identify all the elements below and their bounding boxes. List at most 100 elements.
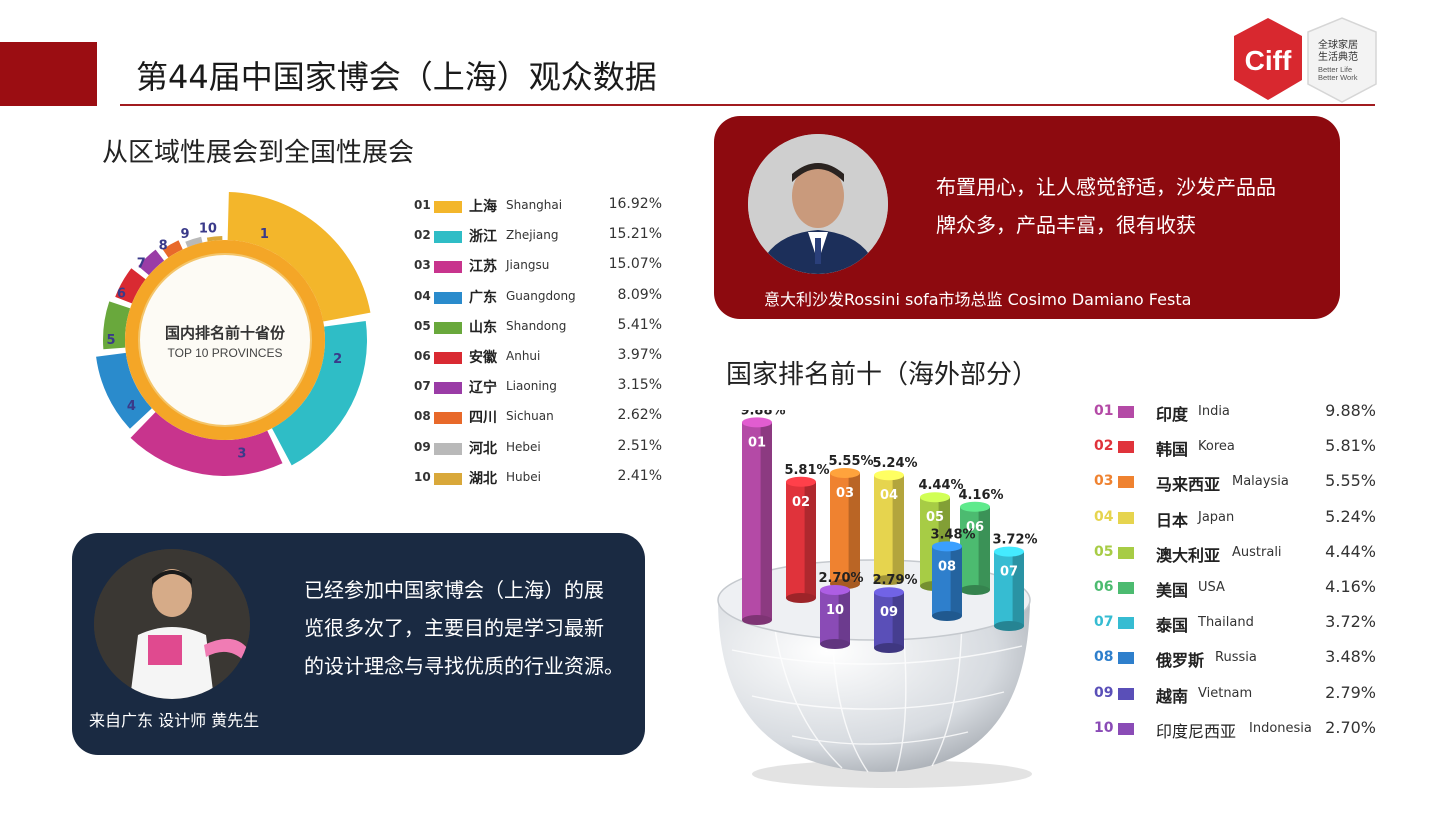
cylinder-value-label: 5.55% <box>828 454 873 469</box>
donut-slice-label-07: 7 <box>137 257 146 272</box>
province-legend-row-07: 07 辽宁 Liaoning 3.15% <box>414 377 674 399</box>
legend-label-en: Hubei <box>506 469 541 484</box>
person-avatar-icon <box>94 549 250 699</box>
quote-top-line-2: 牌众多，产品丰富，很有收获 <box>936 213 1196 237</box>
legend-label-zh: 上海 <box>469 199 497 215</box>
legend-rank: 09 <box>414 439 431 454</box>
legend-label-en: Hebei <box>506 439 541 454</box>
cylinder-rank-label: 09 <box>880 605 898 620</box>
legend-rank: 06 <box>1094 579 1114 595</box>
donut-slice-label-08: 8 <box>159 238 168 253</box>
province-legend-row-06: 06 安徽 Anhui 3.97% <box>414 347 674 369</box>
legend-rank: 04 <box>414 288 431 303</box>
legend-label-zh: 俄罗斯 <box>1156 651 1205 671</box>
logo-zh-1: 全球家居 <box>1318 38 1358 51</box>
legend-swatch <box>1118 617 1134 630</box>
quote-bottom-line-2: 览很多次了，主要目的是学习最新 <box>304 616 604 640</box>
cylinder-bars: 01 9.88% 02 5.81% 03 5.55% 04 5.24% 05 4.44% 06 4.1… <box>740 410 1038 653</box>
legend-value: 2.62% <box>617 407 662 424</box>
cylinder-top <box>742 417 772 428</box>
legend-label-zh: 安徽 <box>469 350 497 366</box>
country-legend-row-08: 08 俄罗斯 Russia 3.48% <box>1094 646 1384 670</box>
quote-card-visitor: 已经参加中国家博会（上海）的展 览很多次了，主要目的是学习最新 的设计理念与寻找… <box>72 533 645 755</box>
cylinder-top <box>994 546 1024 557</box>
cylinder-bar-08: 08 3.48% <box>930 527 976 621</box>
cylinder-shade <box>848 473 860 584</box>
legend-value: 4.44% <box>1325 541 1376 561</box>
legend-value: 3.15% <box>617 377 662 394</box>
donut-center-en: TOP 10 PROVINCES <box>168 346 283 360</box>
legend-value: 15.07% <box>608 256 662 273</box>
cylinder-rank-label: 02 <box>792 495 810 510</box>
province-legend-row-08: 08 四川 Sichuan 2.62% <box>414 407 674 429</box>
donut-slice-04 <box>96 352 152 429</box>
cylinder-shade <box>892 475 904 580</box>
person-avatar-icon <box>748 134 888 274</box>
legend-label-zh: 韩国 <box>1156 440 1189 460</box>
cylinder-value-label: 5.81% <box>784 463 829 478</box>
legend-swatch <box>1118 511 1134 524</box>
legend-swatch <box>1118 546 1134 559</box>
legend-label-en: Russia <box>1215 650 1257 666</box>
quote-bottom-line-1: 已经参加中国家博会（上海）的展 <box>304 578 604 602</box>
legend-label-zh: 美国 <box>1156 581 1189 600</box>
legend-swatch <box>1118 722 1134 735</box>
legend-label-en: Thailand <box>1198 615 1254 631</box>
donut-slice-07 <box>138 249 165 276</box>
logo-en-1: Better Life <box>1318 65 1352 74</box>
legend-swatch <box>1118 687 1134 700</box>
legend-label-en: Indonesia <box>1249 720 1312 736</box>
legend-swatch <box>434 321 462 334</box>
legend-swatch <box>434 382 462 395</box>
legend-swatch <box>434 291 462 304</box>
cylinder-rank-label: 01 <box>748 435 766 450</box>
cylinder-value-label: 4.44% <box>918 478 963 493</box>
legend-label-en: Zhejiang <box>506 228 559 243</box>
logo-zh-2: 生活典范 <box>1318 50 1358 63</box>
legend-label-en: India <box>1198 404 1230 419</box>
legend-label-zh: 浙江 <box>469 229 497 246</box>
donut-slice-05 <box>103 301 131 350</box>
donut-slices <box>96 192 371 476</box>
legend-rank: 01 <box>414 198 431 212</box>
legend-rank: 10 <box>1094 719 1114 736</box>
legend-swatch <box>434 352 462 364</box>
legend-value: 2.51% <box>617 437 662 454</box>
donut-center-zh: 国内排名前十省份 <box>165 324 286 342</box>
cylinder-shade <box>804 481 816 598</box>
cylinder-bar-01: 01 9.88% <box>740 410 786 625</box>
cylinder-bar-02: 02 5.81% <box>784 463 830 603</box>
legend-label-zh: 印度尼西亚 <box>1156 721 1237 741</box>
cylinder-base <box>932 611 962 621</box>
donut-slice-label-03: 3 <box>237 447 246 462</box>
legend-label-en: Australi <box>1232 544 1282 560</box>
donut-slice-label-01: 1 <box>260 227 269 242</box>
overseas-section-title: 国家排名前十（海外部分） <box>726 360 1039 390</box>
legend-rank: 07 <box>1094 614 1114 631</box>
donut-slice-label-06: 6 <box>117 286 126 301</box>
country-legend-row-10: 10 印度尼西亚 Indonesia 2.70% <box>1094 717 1384 741</box>
legend-rank: 01 <box>1094 403 1114 419</box>
cylinder-base <box>960 585 990 595</box>
country-legend-row-02: 02 韩国 Korea 5.81% <box>1094 435 1384 459</box>
legend-value: 3.48% <box>1325 647 1376 667</box>
province-legend-row-04: 04 广东 Guangdong 8.09% <box>414 287 674 309</box>
legend-value: 3.72% <box>1325 612 1376 632</box>
cylinder-value-label: 9.88% <box>740 410 785 418</box>
country-legend-row-09: 09 越南 Vietnam 2.79% <box>1094 682 1384 706</box>
legend-label-zh: 马来西亚 <box>1156 475 1221 495</box>
avatar-designer <box>94 549 250 699</box>
legend-rank: 09 <box>1094 684 1114 701</box>
cylinder-top <box>786 476 816 487</box>
province-legend-row-05: 05 山东 Shandong 5.41% <box>414 317 674 339</box>
avatar-cosimo <box>748 134 888 274</box>
legend-swatch <box>434 472 462 485</box>
legend-rank: 08 <box>1094 649 1114 666</box>
legend-label-en: Guangdong <box>506 288 576 303</box>
country-legend-row-01: 01 印度 India 9.88% <box>1094 400 1384 424</box>
cylinder-rank-label: 04 <box>880 488 898 503</box>
country-legend-row-05: 05 澳大利亚 Australi 4.44% <box>1094 541 1384 565</box>
legend-swatch <box>434 442 462 455</box>
cylinder-shade <box>892 592 904 648</box>
